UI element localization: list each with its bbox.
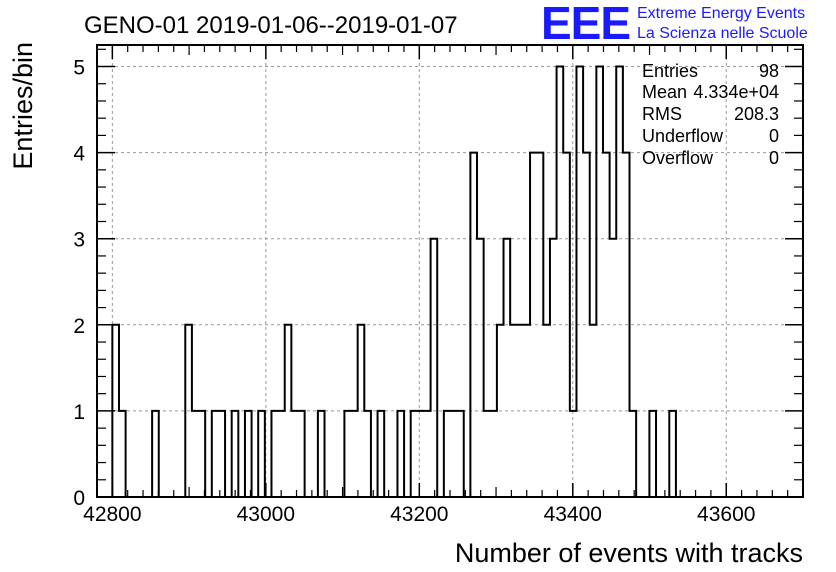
histogram-outline <box>111 65 677 498</box>
x-tick-label: 42800 <box>83 503 141 526</box>
x-tick-label: 43400 <box>544 503 602 526</box>
axis-ticks <box>96 45 804 498</box>
x-tick-label: 43600 <box>697 503 755 526</box>
y-tick-label: 2 <box>73 315 85 338</box>
grid-lines <box>97 45 803 498</box>
stats-value-mean: 4.334e+04 <box>693 82 779 102</box>
stats-label-entries: Entries <box>642 61 698 81</box>
y-axis-title: Entries/bin <box>8 42 38 170</box>
stats-value-rms: 208.3 <box>734 104 779 124</box>
x-tick-label: 43000 <box>237 503 295 526</box>
stats-label-rms: RMS <box>642 104 682 124</box>
plot-frame <box>96 44 804 498</box>
logo-line-2: La Scienza nelle Scuole <box>637 25 808 42</box>
stats-label-overflow: Overflow <box>642 148 714 168</box>
y-tick-label: 5 <box>73 57 85 80</box>
y-tick-label: 4 <box>73 143 85 166</box>
y-tick-label: 1 <box>73 401 85 424</box>
stats-label-mean: Mean <box>642 82 687 102</box>
stats-value-entries: 98 <box>759 61 779 81</box>
y-tick-label: 3 <box>73 229 85 252</box>
x-tick-label: 43200 <box>390 503 448 526</box>
stats-value-overflow: 0 <box>769 148 779 168</box>
chart-title: GENO-01 2019-01-06--2019-01-07 <box>84 12 458 39</box>
stats-label-underflow: Underflow <box>642 126 724 146</box>
x-axis-title: Number of events with tracks <box>455 538 803 568</box>
eee-logo: EEE Extreme Energy Events La Scienza nel… <box>541 0 808 49</box>
y-tick-labels: 0 1 2 3 4 5 <box>73 57 85 510</box>
stats-value-underflow: 0 <box>769 126 779 146</box>
x-tick-labels: 42800 43000 43200 43400 43600 <box>83 503 755 526</box>
y-tick-label: 0 <box>73 487 85 510</box>
logo-line-1: Extreme Energy Events <box>637 5 805 22</box>
logo-mark: EEE <box>541 0 630 49</box>
stats-box: Entries 98 Mean 4.334e+04 RMS 208.3 Unde… <box>642 61 779 168</box>
